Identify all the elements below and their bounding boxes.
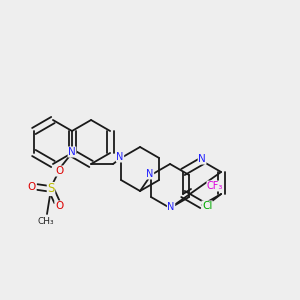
Text: S: S: [47, 182, 55, 196]
Text: N: N: [198, 154, 206, 164]
Text: N: N: [116, 152, 124, 162]
Text: N: N: [146, 169, 154, 179]
Text: N: N: [167, 202, 175, 212]
Text: N: N: [68, 147, 76, 157]
Text: O: O: [55, 166, 63, 176]
Text: O: O: [28, 182, 36, 192]
Text: Cl: Cl: [202, 201, 212, 211]
Text: CF₃: CF₃: [207, 181, 224, 191]
Text: O: O: [55, 201, 63, 211]
Text: CH₃: CH₃: [38, 218, 54, 226]
